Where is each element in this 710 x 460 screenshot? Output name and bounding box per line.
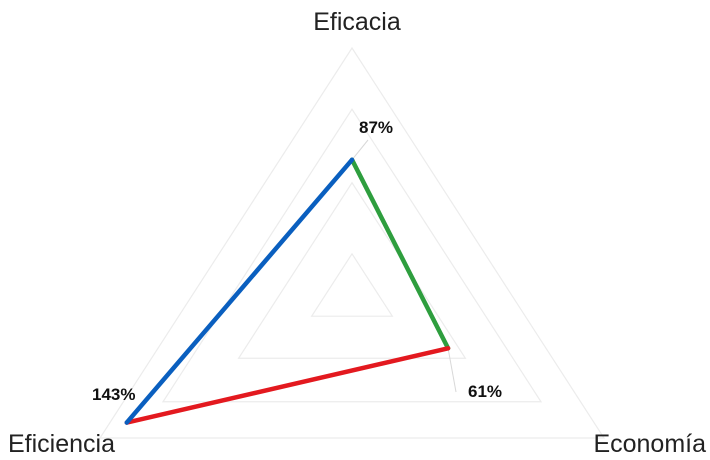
radar-gridlines — [98, 46, 606, 439]
value-label-economia: 61% — [468, 382, 502, 401]
value-leader-lines — [126, 139, 457, 423]
edge-economia-eficiencia — [124, 346, 451, 425]
value-label-eficacia: 87% — [359, 118, 393, 137]
edge-eficacia-economia — [349, 157, 451, 351]
grid-ring-2 — [237, 181, 467, 359]
leader-line-1 — [351, 139, 369, 161]
leader-line-2 — [447, 348, 457, 393]
grid-ring-4 — [98, 46, 606, 439]
radar-data-polygon — [124, 157, 451, 425]
grid-ring-3 — [161, 108, 543, 403]
value-label-eficiencia: 143% — [92, 385, 135, 404]
grid-ring-1 — [310, 252, 394, 317]
axis-label-eficiencia: Eficiencia — [8, 430, 115, 458]
edge-eficiencia-eficacia — [124, 157, 355, 425]
axis-label-economia: Economía — [593, 430, 706, 458]
axis-label-eficacia: Eficacia — [313, 8, 401, 36]
